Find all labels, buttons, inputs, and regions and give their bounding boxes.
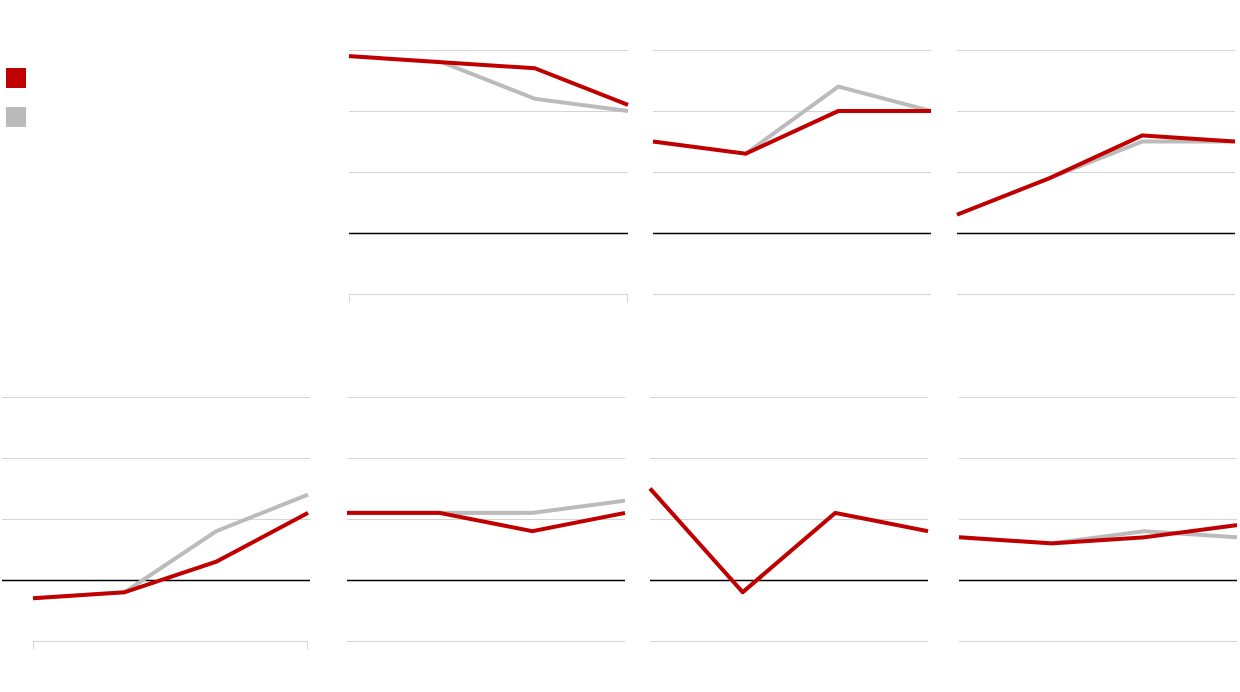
row2-col1-series-gray-line [32,492,309,601]
row2-col2-series-red-line [347,510,626,534]
row2-col4-series-red-line [958,523,1238,546]
row2-col1-series-red-line [32,511,309,601]
legend-swatch-gray [6,107,26,127]
row1-col2-series-red-line [348,54,629,107]
legend-item-gray-series [6,107,34,127]
row1-col4-series-red-line [956,133,1236,217]
legend [6,68,34,146]
row1-col3-series-red-line [652,109,931,156]
row1-col4-series-gray-line [956,139,1235,217]
row2-col3-series-gray-line [648,487,929,595]
legend-swatch-red [6,68,26,88]
row2-col3-series-red-line [648,487,929,595]
row1-col3-series-gray-line [652,84,932,156]
legend-item-red-series [6,68,34,88]
